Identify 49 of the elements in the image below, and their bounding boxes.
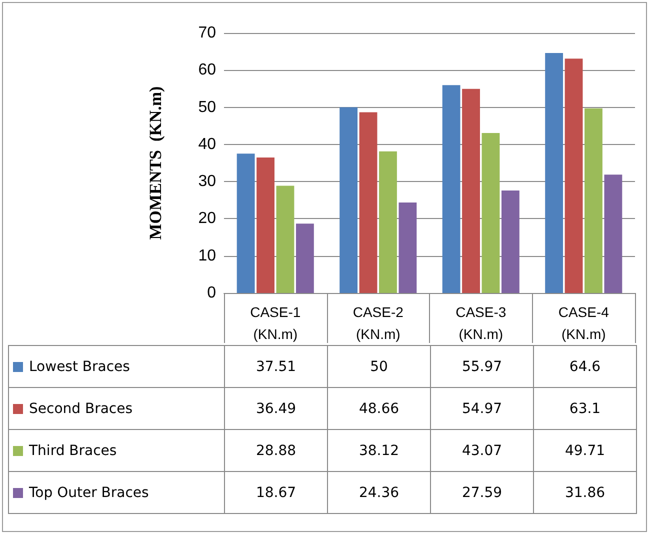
- data-label: 49.71: [534, 430, 636, 472]
- data-label: 63.1: [534, 388, 636, 430]
- x-tick-label: CASE-4 (KN.m): [558, 304, 610, 342]
- y-tick-label: 20: [198, 210, 216, 228]
- data-label: 24.36: [328, 472, 430, 514]
- y-tick-label: 60: [198, 62, 216, 79]
- y-axis-title: MOMENTS (KN.m): [146, 86, 165, 240]
- x-tick-label: CASE-1 (KN.m): [250, 304, 301, 342]
- data-label: 55.97: [430, 346, 534, 388]
- data-label: 31.86: [534, 472, 636, 514]
- data-label: 27.59: [430, 472, 534, 514]
- data-label: 43.07: [430, 430, 534, 472]
- x-tick-label: CASE-3 (KN.m): [456, 304, 506, 342]
- bar: [340, 107, 358, 293]
- bar: [359, 112, 378, 293]
- data-label: 54.97: [430, 388, 534, 430]
- y-tick-label: 40: [198, 136, 216, 153]
- data-label: 48.66: [328, 388, 430, 430]
- bar: [604, 174, 622, 293]
- bar: [482, 133, 500, 293]
- data-label: 28.88: [224, 430, 328, 472]
- data-label: 64.6: [534, 346, 636, 388]
- bar: [276, 186, 294, 293]
- bar: [584, 108, 602, 293]
- data-label: 50: [328, 346, 430, 388]
- data-label: 18.67: [224, 472, 328, 514]
- data-label: 36.49: [224, 388, 328, 430]
- data-label: 37.51: [224, 346, 328, 388]
- legend-label: Second Braces: [8, 388, 224, 430]
- x-tick-label: CASE-2 (KN.m): [352, 304, 404, 342]
- bar: [398, 202, 417, 293]
- y-tick-label: 10: [198, 247, 216, 264]
- legend-label: Third Braces: [8, 430, 224, 472]
- y-tick-label: 0: [207, 284, 216, 302]
- bar: [296, 224, 314, 293]
- y-tick-label: 50: [198, 98, 216, 116]
- bar: [256, 157, 274, 293]
- bar: [462, 88, 480, 293]
- bar: [442, 85, 460, 293]
- legend-label: Top Outer Braces: [8, 472, 224, 514]
- bar: [564, 58, 583, 293]
- y-tick-label: 30: [198, 173, 216, 190]
- bar: [545, 53, 564, 293]
- bar: [379, 151, 397, 293]
- legend-label: Lowest Braces: [8, 346, 224, 388]
- bar: [501, 190, 520, 293]
- bar: [236, 154, 255, 293]
- y-tick-label: 70: [198, 24, 216, 42]
- data-label: 38.12: [328, 430, 430, 472]
